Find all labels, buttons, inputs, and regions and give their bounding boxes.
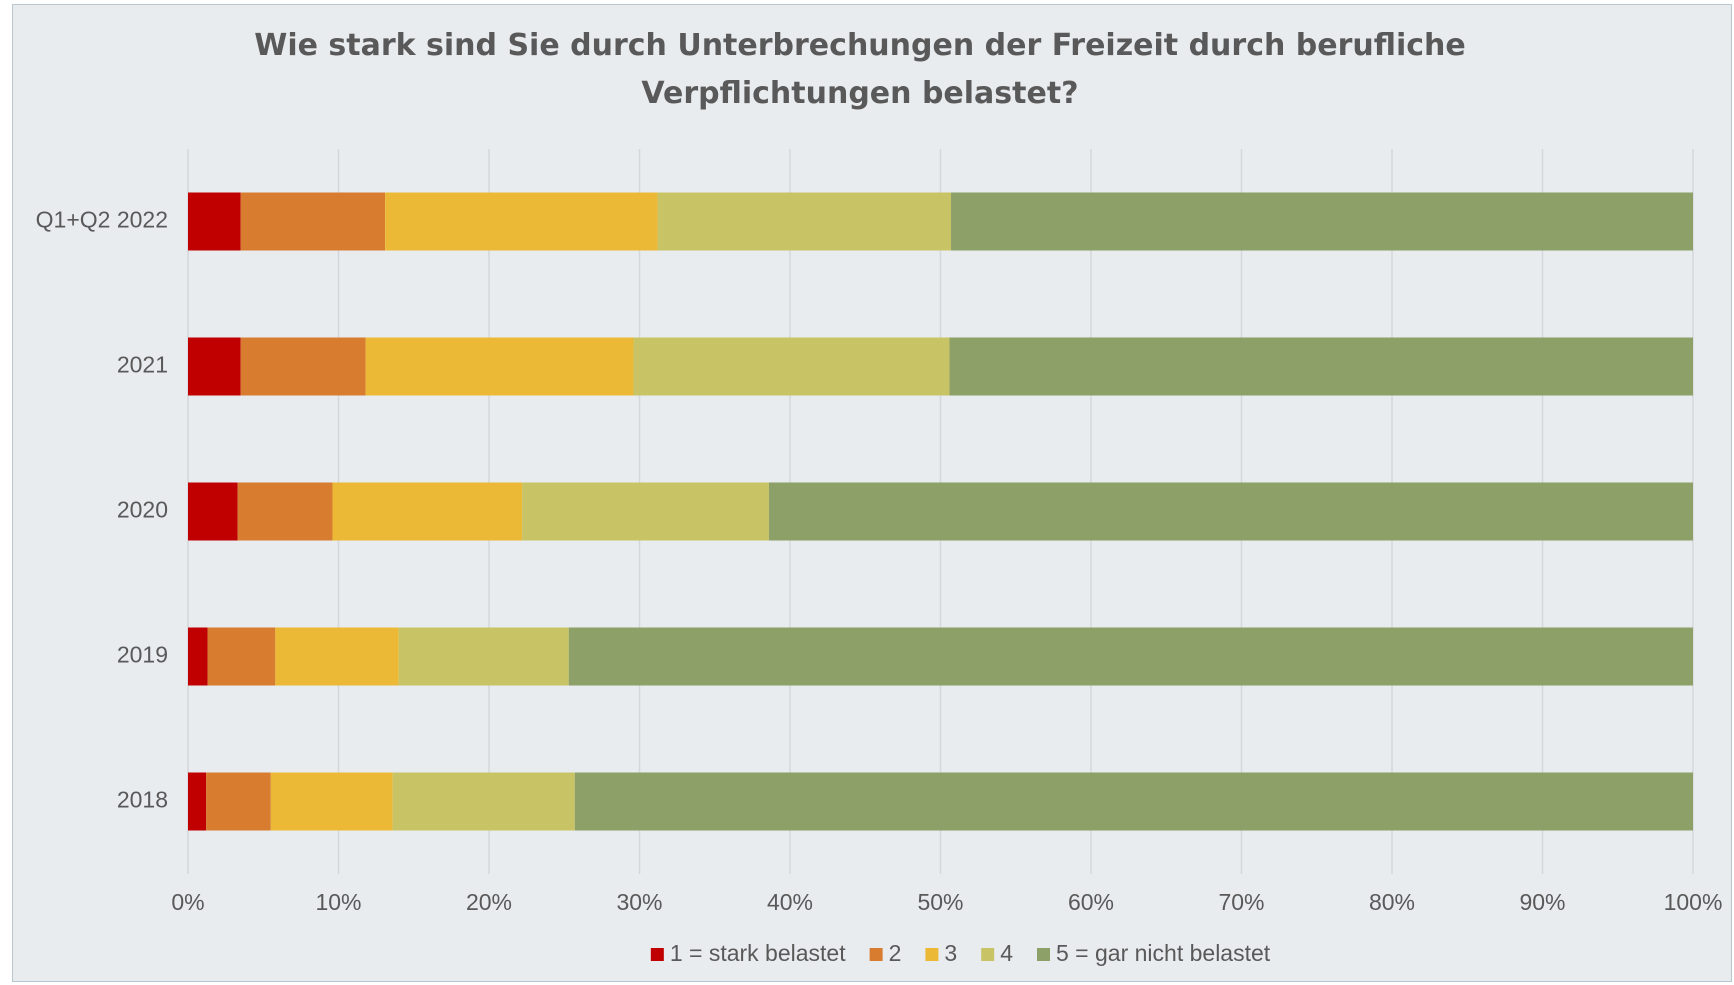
y-tick-label: Q1+Q2 2022	[36, 207, 168, 233]
bar-segment	[568, 627, 1693, 686]
bar-segment	[398, 627, 569, 686]
x-tick-label: 0%	[171, 889, 204, 915]
bar-segment	[188, 482, 238, 541]
legend-swatch	[869, 948, 883, 961]
bar-segment	[657, 192, 952, 251]
bar-segment	[633, 337, 950, 396]
legend-label: 1 = stark belastet	[670, 940, 846, 966]
bar-segment	[240, 192, 386, 251]
bar-segment	[188, 337, 241, 396]
bar-segment	[188, 192, 241, 251]
legend-label: 3	[944, 940, 957, 966]
bar-segment	[365, 337, 634, 396]
x-tick-label: 70%	[1218, 889, 1264, 915]
bar-segment	[392, 772, 575, 831]
bar-segment	[951, 192, 1693, 251]
x-tick-label: 20%	[466, 889, 512, 915]
y-tick-label: 2020	[117, 497, 168, 523]
legend-swatch	[925, 948, 939, 961]
x-tick-label: 80%	[1369, 889, 1415, 915]
x-tick-label: 100%	[1664, 889, 1723, 915]
bar-segment	[206, 772, 271, 831]
x-tick-label: 90%	[1519, 889, 1565, 915]
bar-segment	[574, 772, 1694, 831]
bar-segment	[188, 772, 207, 831]
bar-segment	[949, 337, 1693, 396]
bar-segment	[768, 482, 1693, 541]
bar-segment	[522, 482, 769, 541]
bar-segment	[270, 772, 393, 831]
legend-swatch	[1037, 948, 1051, 961]
chart-title: Wie stark sind Sie durch Unterbrechungen…	[254, 28, 1466, 111]
bar-segment	[385, 192, 658, 251]
legend-swatch	[650, 948, 664, 961]
y-tick-label: 2019	[117, 642, 168, 668]
x-tick-label: 50%	[917, 889, 963, 915]
bar-segment	[332, 482, 523, 541]
legend-swatch	[981, 948, 995, 961]
bar-segment	[207, 627, 276, 686]
legend-label: 2	[889, 940, 902, 966]
bar-segment	[237, 482, 333, 541]
x-tick-label: 40%	[767, 889, 813, 915]
x-tick-label: 30%	[616, 889, 662, 915]
y-tick-label: 2018	[117, 787, 168, 813]
legend-label: 5 = gar nicht belastet	[1056, 940, 1271, 966]
x-tick-label: 10%	[315, 889, 361, 915]
y-tick-label: 2021	[117, 352, 168, 378]
x-tick-label: 60%	[1068, 889, 1114, 915]
bar-segment	[275, 627, 399, 686]
legend-label: 4	[1000, 940, 1013, 966]
bar-segment	[240, 337, 366, 396]
bar-segment	[188, 627, 208, 686]
